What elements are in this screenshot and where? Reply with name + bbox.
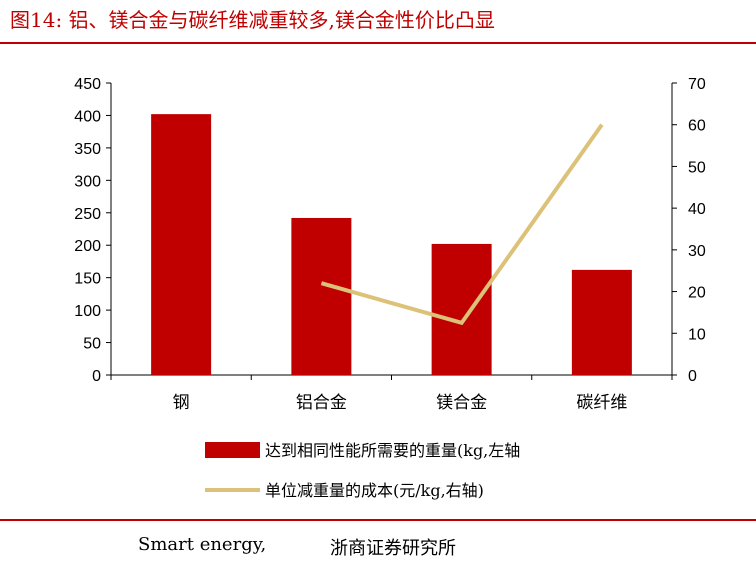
source-left: Smart energy, [138, 534, 267, 555]
right-axis-tick-label: 40 [688, 201, 706, 218]
x-axis-category-label: 碳纤维 [576, 393, 627, 413]
bottom-rule [0, 519, 756, 521]
left-axis-tick-label: 350 [74, 141, 101, 158]
left-axis-tick-label: 0 [92, 368, 101, 385]
left-axis-tick-label: 150 [74, 271, 101, 288]
right-axis-tick-label: 0 [688, 368, 697, 385]
legend-bar-label: 达到相同性能所需要的重量(kg,左轴 [265, 441, 520, 460]
left-axis-tick-label: 250 [74, 206, 101, 223]
top-rule [0, 42, 756, 44]
x-axis-category-label: 镁合金 [436, 393, 487, 413]
left-axis-tick-label: 300 [74, 173, 101, 190]
right-axis-tick-label: 70 [688, 76, 706, 93]
source-right: 浙商证券研究所 [330, 538, 456, 559]
bar [431, 243, 492, 375]
left-axis-tick-label: 100 [74, 303, 101, 320]
bar [291, 217, 352, 375]
cost-line [320, 123, 604, 326]
legend-bar-swatch [205, 442, 260, 458]
x-axis-category-label: 钢 [173, 393, 190, 413]
chart-axes: 0 50 100 150 200 250 300 350 400 450 0 10 20 30 40 50 60… [74, 76, 706, 413]
x-axis-category-label: 铝合金 [296, 393, 347, 413]
left-axis-tick-label: 50 [83, 336, 101, 353]
right-axis-tick-label: 50 [688, 159, 706, 176]
bar [151, 114, 212, 375]
figure-title: 图14: 铝、镁合金与碳纤维减重较多,镁合金性价比凸显 [10, 8, 495, 32]
bar-series [151, 114, 632, 375]
line-series [320, 123, 604, 326]
right-axis-tick-label: 20 [688, 285, 706, 302]
left-axis-tick-label: 450 [74, 76, 101, 93]
right-axis-tick-label: 60 [688, 118, 706, 135]
legend-line-label: 单位减重量的成本(元/kg,右轴) [265, 481, 484, 500]
right-axis-tick-label: 30 [688, 243, 706, 260]
right-axis-tick-label: 10 [688, 326, 706, 343]
bar [571, 269, 632, 375]
left-axis-tick-label: 400 [74, 108, 101, 125]
left-axis-tick-label: 200 [74, 238, 101, 255]
